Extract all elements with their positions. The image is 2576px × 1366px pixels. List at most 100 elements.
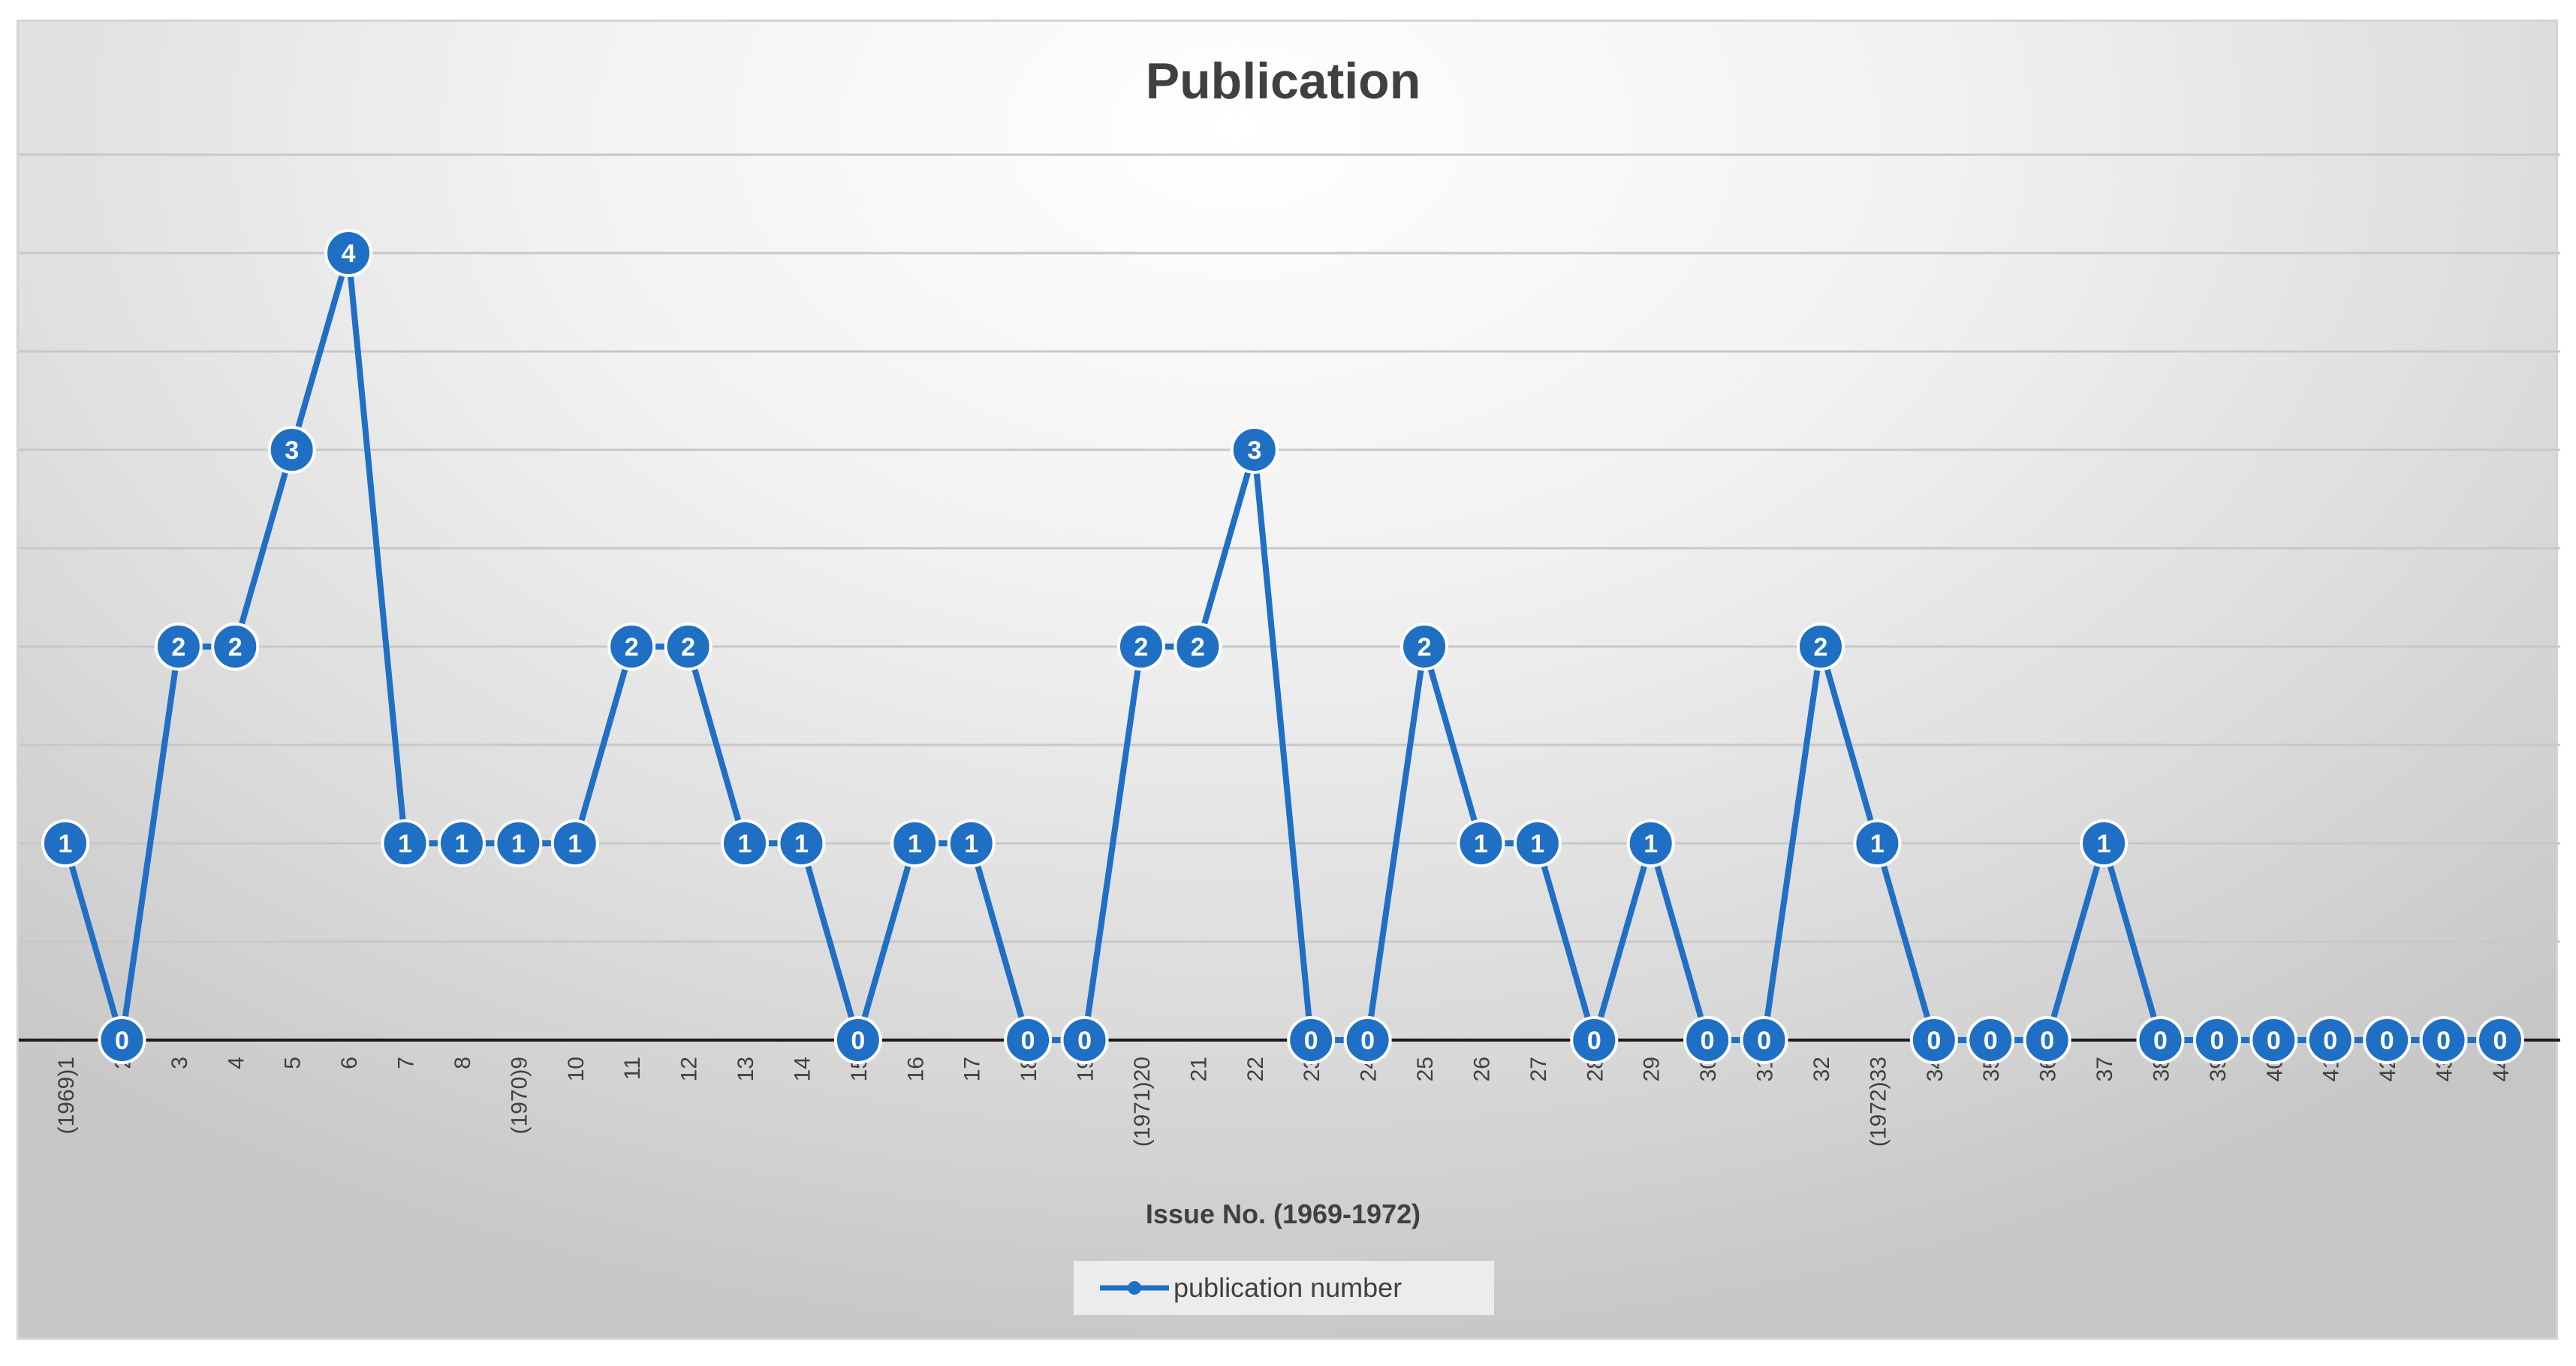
legend: publication number — [1074, 1261, 1494, 1315]
x-tick-label: 4 — [224, 1057, 249, 1069]
data-label: 0 — [1304, 1027, 1318, 1055]
data-point — [2306, 1016, 2355, 1064]
data-label: 1 — [59, 830, 73, 858]
data-label: 1 — [908, 830, 922, 858]
data-label: 0 — [115, 1027, 129, 1055]
data-point — [1909, 1016, 1958, 1064]
data-point — [324, 229, 373, 277]
data-label: 0 — [2380, 1027, 2394, 1055]
data-point — [833, 1016, 882, 1064]
data-label: 1 — [794, 830, 809, 858]
data-label: 0 — [2210, 1027, 2224, 1055]
data-label: 0 — [2040, 1027, 2054, 1055]
data-label: 0 — [1360, 1027, 1375, 1055]
x-tick-label: 27 — [1526, 1057, 1551, 1081]
data-point — [1853, 819, 1902, 867]
data-label: 2 — [625, 633, 639, 662]
data-label: 2 — [1418, 633, 1432, 662]
data-label: 0 — [1077, 1027, 1092, 1055]
data-label: 1 — [568, 830, 582, 858]
data-label: 0 — [1021, 1027, 1035, 1055]
data-point — [1966, 1016, 2015, 1064]
data-point — [1400, 623, 1449, 671]
data-label: 0 — [1701, 1027, 1715, 1055]
data-points: 1 0 2 2 3 4 1 1 1 1 2 2 1 1 0 1 1 0 0 2 2 3 0 0 2 1 1 0 1 0 0 2 1 0 0 0 1 0 0 0… — [41, 229, 2524, 1064]
x-tick-label: (1969)1 — [54, 1057, 79, 1134]
data-point — [2249, 1016, 2298, 1064]
data-point — [1230, 426, 1279, 474]
data-point — [98, 1016, 146, 1064]
data-label: 0 — [851, 1027, 865, 1055]
x-tick-label: 7 — [394, 1057, 419, 1069]
x-tick-label: 3 — [167, 1057, 192, 1069]
x-tick-label: (1972)33 — [1866, 1057, 1891, 1147]
data-label: 1 — [1870, 830, 1885, 858]
data-point — [267, 426, 316, 474]
line-chart: Publication (1969)12345678(1970)91011121… — [19, 53, 2560, 1315]
data-point — [494, 819, 543, 867]
x-tick-label: 14 — [790, 1057, 815, 1081]
data-point — [381, 819, 429, 867]
data-point — [550, 819, 599, 867]
data-label: 1 — [454, 830, 469, 858]
x-tick-label: 6 — [337, 1057, 362, 1069]
data-label: 2 — [171, 633, 185, 662]
x-tick-label: 37 — [2092, 1057, 2117, 1081]
data-label: 0 — [2436, 1027, 2451, 1055]
data-point — [211, 623, 260, 671]
data-point — [1683, 1016, 1732, 1064]
x-axis-title: Issue No. (1969-1972) — [1146, 1199, 1421, 1229]
data-label: 3 — [1247, 436, 1261, 465]
x-tick-label: 29 — [1640, 1057, 1665, 1081]
data-point — [1740, 1016, 1788, 1064]
data-label: 1 — [398, 830, 412, 858]
data-point — [890, 819, 939, 867]
data-label: 0 — [1587, 1027, 1601, 1055]
data-label: 4 — [342, 240, 356, 268]
data-point — [2192, 1016, 2241, 1064]
legend-dot-marker — [1128, 1281, 1141, 1295]
data-point — [607, 623, 656, 671]
x-tick-label: 12 — [677, 1057, 702, 1081]
legend-label: publication number — [1174, 1272, 1402, 1303]
data-point — [437, 819, 486, 867]
data-label: 0 — [1757, 1027, 1771, 1055]
data-point — [1287, 1016, 1336, 1064]
data-point — [2476, 1016, 2524, 1064]
data-point — [664, 623, 713, 671]
data-label: 0 — [1927, 1027, 1941, 1055]
data-label: 1 — [511, 830, 526, 858]
data-label: 2 — [1814, 633, 1828, 662]
x-tick-label: 5 — [281, 1057, 306, 1069]
x-tick-label: 11 — [620, 1057, 645, 1080]
data-label: 0 — [2493, 1027, 2508, 1055]
x-tick-label: 26 — [1469, 1057, 1494, 1081]
data-label: 2 — [681, 633, 695, 662]
data-label: 2 — [1134, 633, 1148, 662]
data-point — [1626, 819, 1675, 867]
x-tick-label: 10 — [564, 1057, 589, 1081]
data-point — [1004, 1016, 1053, 1064]
data-label: 1 — [1474, 830, 1488, 858]
data-point — [2136, 1016, 2185, 1064]
x-tick-label: 16 — [903, 1057, 928, 1081]
data-label: 1 — [1530, 830, 1544, 858]
chart-area: Publication (1969)12345678(1970)91011121… — [17, 20, 2560, 1340]
data-point — [1060, 1016, 1109, 1064]
data-label: 2 — [1191, 633, 1205, 662]
x-tick-label: 21 — [1186, 1057, 1211, 1081]
x-tick-label: 13 — [734, 1057, 758, 1081]
data-point — [2080, 819, 2129, 867]
x-tick-label: 25 — [1413, 1057, 1438, 1081]
data-label: 0 — [2267, 1027, 2281, 1055]
data-point — [1513, 819, 1562, 867]
data-point — [41, 819, 89, 867]
x-tick-label: 8 — [450, 1057, 475, 1069]
data-point — [1343, 1016, 1392, 1064]
data-point — [1174, 623, 1222, 671]
x-tick-label: 22 — [1243, 1057, 1268, 1081]
data-label: 0 — [1984, 1027, 1998, 1055]
data-point — [947, 819, 996, 867]
data-label: 0 — [2323, 1027, 2337, 1055]
x-tick-label: (1970)9 — [507, 1057, 532, 1134]
